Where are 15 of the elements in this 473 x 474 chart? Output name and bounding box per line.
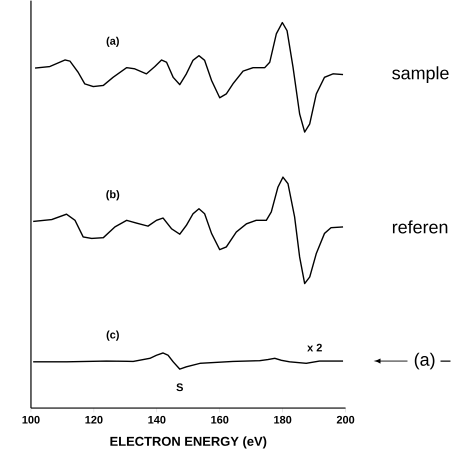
series-label: (c) [106,330,119,341]
text: referen [392,220,448,234]
series-label: (b) [106,190,120,200]
x-axis-title: ELECTRON ENERGY (eV) [110,436,266,448]
annotation: x 2 [307,344,322,352]
x-tick-label: 140 [148,416,166,424]
x-tick-label: 120 [85,416,102,424]
x-tick-label: 100 [22,416,40,424]
x-tick-label: 160 [211,416,228,424]
annotation: S [176,383,183,392]
x-tick-label: 200 [336,416,354,424]
text: (a) [106,36,119,47]
text: (a) – [414,352,450,370]
x-tick-label: 180 [274,416,292,424]
text: sample [392,66,448,83]
